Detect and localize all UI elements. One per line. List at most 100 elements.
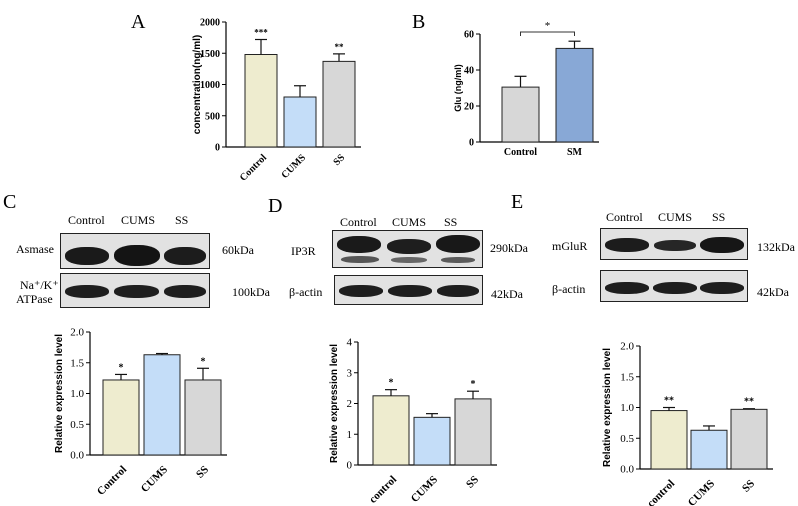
chart-e-significance-label: ** bbox=[664, 396, 674, 407]
chart-b-y-tick-label: 40 bbox=[464, 66, 474, 77]
panel-letter-d: D bbox=[268, 195, 283, 217]
blot-band bbox=[164, 285, 206, 298]
blot-c-row2-label-line2: ATPase bbox=[16, 292, 53, 306]
blot-band bbox=[700, 237, 744, 253]
blot-band bbox=[391, 257, 427, 263]
chart-c-category-label: Control bbox=[95, 464, 129, 498]
chart-d-y-tick-label: 0 bbox=[347, 460, 353, 472]
chart-d-category-label: control bbox=[367, 474, 399, 506]
blot-e-row1-kda: 132kDa bbox=[757, 240, 795, 254]
chart-a-y-tick-label: 500 bbox=[205, 111, 220, 122]
blot-band bbox=[700, 282, 744, 294]
blot-d-ip3r-membrane bbox=[332, 230, 483, 268]
chart-e-category-label: SS bbox=[740, 478, 757, 495]
chart-c-y-tick-label: 0.0 bbox=[70, 450, 84, 462]
blot-c-header-cums: CUMS bbox=[121, 213, 156, 227]
chart-d-category-label: CUMS bbox=[409, 474, 440, 505]
blot-e-row2-kda: 42kDa bbox=[757, 285, 789, 299]
chart-b-category-label: SM bbox=[567, 147, 583, 158]
blot-c-atpase-membrane bbox=[60, 273, 210, 308]
chart-e-bar-control bbox=[650, 410, 688, 470]
blot-d-header-ss: SS bbox=[444, 215, 458, 229]
blot-c-row1-label: Asmase bbox=[16, 242, 54, 256]
chart-e-y-tick-label: 0.0 bbox=[620, 464, 634, 476]
chart-b-bracket-label: * bbox=[545, 20, 551, 32]
blot-c-asmase-membrane bbox=[60, 233, 210, 269]
blot-d-header-cums: CUMS bbox=[392, 215, 427, 229]
chart-a-bar-control bbox=[244, 54, 278, 148]
blot-band bbox=[388, 285, 432, 297]
chart-d-bar-cums bbox=[413, 416, 451, 466]
chart-e-bar-ss bbox=[730, 408, 768, 470]
chart-e-category-label: control bbox=[645, 478, 677, 506]
chart-c-y-tick-label: 1.0 bbox=[70, 388, 84, 400]
blot-e-header-control: Control bbox=[606, 210, 643, 224]
chart-b-bar-sm bbox=[555, 47, 594, 143]
chart-a-bar-ss bbox=[322, 60, 356, 148]
chart-d-significance-label: * bbox=[471, 379, 476, 390]
chart-e-y-tick-label: 0.5 bbox=[620, 433, 634, 445]
chart-c-y-tick-label: 2.0 bbox=[70, 327, 84, 339]
chart-b-y-tick-label: 0 bbox=[469, 138, 474, 149]
blot-band bbox=[653, 282, 697, 294]
chart-a-y-tick-label: 1000 bbox=[200, 80, 220, 91]
blot-band bbox=[114, 285, 159, 298]
blot-d-header-control: Control bbox=[340, 215, 377, 229]
chart-c-y-tick-label: 1.5 bbox=[70, 357, 84, 369]
blot-c-row2-label: Na⁺/K⁺ bbox=[20, 278, 59, 292]
chart-a-significance-label: ** bbox=[335, 42, 345, 52]
blot-band bbox=[337, 236, 381, 253]
blot-e-header-ss: SS bbox=[712, 210, 726, 224]
chart-d-category-label: SS bbox=[464, 474, 481, 491]
chart-b-category-label: Control bbox=[504, 147, 537, 158]
chart-c-bar-control bbox=[102, 379, 140, 456]
blot-d-row2-label: β-actin bbox=[289, 285, 323, 299]
blot-band bbox=[437, 285, 479, 297]
chart-d-significance-label: * bbox=[389, 378, 394, 389]
chart-e-y-axis-label: Relative expression level bbox=[602, 348, 613, 467]
chart-e-significance-label: ** bbox=[744, 397, 754, 408]
chart-b-significance-bracket bbox=[520, 31, 575, 36]
chart-c-category-label: CUMS bbox=[139, 464, 170, 495]
chart-e-category-label: CUMS bbox=[686, 478, 717, 506]
blot-e-row2-label: β-actin bbox=[552, 282, 586, 296]
chart-b-y-tick-label: 20 bbox=[464, 102, 474, 113]
blot-e-mglur-membrane bbox=[600, 228, 748, 260]
blot-e-actin-membrane bbox=[600, 270, 748, 302]
blot-c-row1-kda: 60kDa bbox=[222, 243, 254, 257]
blot-band bbox=[341, 256, 379, 263]
blot-band bbox=[164, 247, 206, 265]
blot-e-header-cums: CUMS bbox=[658, 210, 693, 224]
chart-b-bar-control bbox=[501, 86, 540, 143]
chart-a-significance-label: *** bbox=[254, 28, 268, 38]
blot-c-header-ss: SS bbox=[175, 213, 189, 227]
chart-d-bar-control bbox=[372, 395, 410, 466]
blot-band bbox=[339, 285, 383, 297]
chart-a-y-axis-label: concentration(ng/ml) bbox=[192, 35, 203, 134]
chart-a-category-label: Control bbox=[238, 152, 269, 183]
chart-c-significance-label: * bbox=[201, 356, 206, 367]
blot-d-row1-label: IP3R bbox=[291, 244, 316, 258]
chart-c-significance-label: * bbox=[119, 362, 124, 373]
blot-band bbox=[114, 245, 160, 266]
chart-d-y-tick-label: 3 bbox=[347, 367, 353, 379]
chart-e-y-tick-label: 2.0 bbox=[620, 341, 634, 353]
blot-band bbox=[441, 257, 475, 263]
chart-a-category-label: SS bbox=[331, 152, 347, 168]
chart-b-y-axis-label: Glu (ng/ml) bbox=[453, 64, 463, 112]
chart-e-y-tick-label: 1.5 bbox=[620, 371, 634, 383]
chart-e-bar-cums bbox=[690, 429, 728, 470]
chart-c-bar-ss bbox=[184, 379, 222, 456]
chart-a-y-tick-label: 2000 bbox=[200, 18, 220, 29]
chart-d-y-tick-label: 1 bbox=[347, 429, 353, 441]
chart-a-y-tick-label: 1500 bbox=[200, 49, 220, 60]
blot-e-row1-label: mGluR bbox=[552, 239, 588, 253]
blot-d-row2-kda: 42kDa bbox=[491, 287, 523, 301]
blot-band bbox=[387, 239, 431, 254]
chart-d-y-axis-label: Relative expression level bbox=[329, 344, 340, 463]
blot-band bbox=[605, 238, 649, 252]
chart-c-bar-cums bbox=[143, 354, 181, 456]
chart-a-y-tick-label: 0 bbox=[215, 143, 220, 154]
blot-band bbox=[436, 235, 480, 253]
